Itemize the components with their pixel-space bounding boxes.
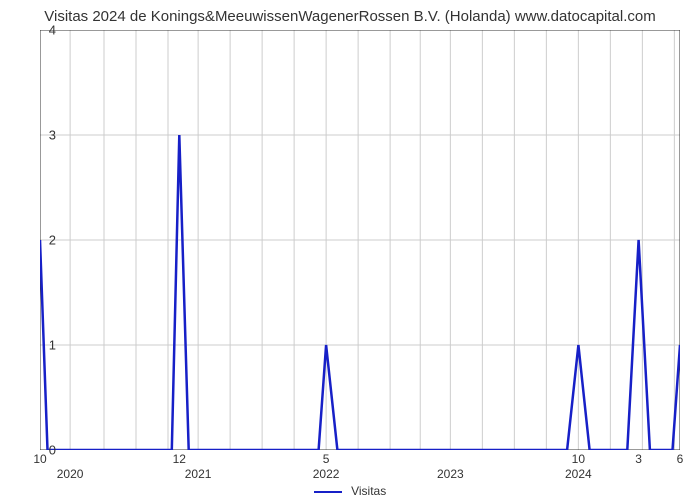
x-day-label: 6 bbox=[677, 452, 684, 466]
x-year-label: 2020 bbox=[57, 467, 84, 481]
legend-swatch bbox=[314, 491, 342, 493]
y-tick-label: 1 bbox=[49, 338, 56, 353]
y-tick-label: 0 bbox=[49, 443, 56, 458]
x-year-label: 2024 bbox=[565, 467, 592, 481]
x-year-label: 2022 bbox=[313, 467, 340, 481]
x-day-label: 5 bbox=[323, 452, 330, 466]
y-tick-label: 3 bbox=[49, 128, 56, 143]
chart-container: { "chart": { "type": "line", "title": "V… bbox=[0, 0, 700, 500]
x-day-label: 10 bbox=[572, 452, 585, 466]
y-tick-label: 4 bbox=[49, 23, 56, 38]
y-tick-label: 2 bbox=[49, 233, 56, 248]
legend: Visitas bbox=[0, 484, 700, 498]
plot-area bbox=[40, 30, 680, 450]
x-day-label: 3 bbox=[635, 452, 642, 466]
x-day-label: 10 bbox=[33, 452, 46, 466]
chart-title: Visitas 2024 de Konings&MeeuwissenWagene… bbox=[0, 8, 700, 25]
x-year-label: 2023 bbox=[437, 467, 464, 481]
x-year-label: 2021 bbox=[185, 467, 212, 481]
legend-label: Visitas bbox=[351, 484, 386, 498]
x-day-label: 12 bbox=[173, 452, 186, 466]
chart-svg bbox=[40, 30, 680, 450]
